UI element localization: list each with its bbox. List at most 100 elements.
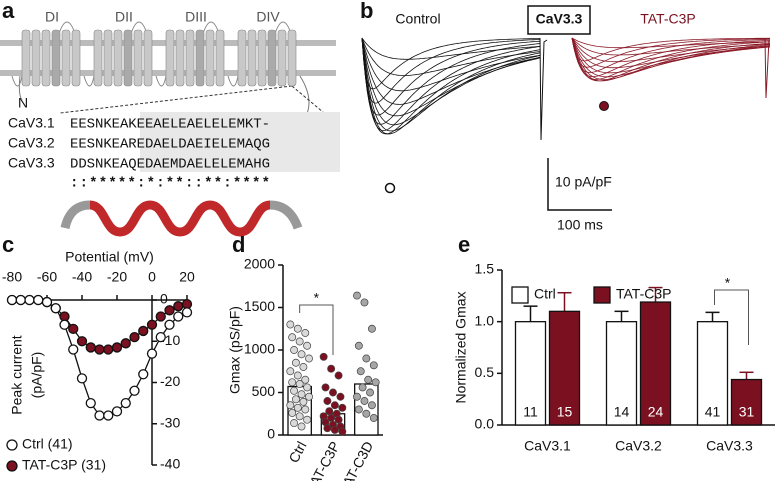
sequence-name: CaV3.3 <box>8 155 55 171</box>
data-point <box>303 415 312 424</box>
current-trace <box>571 37 771 69</box>
segment <box>195 29 205 87</box>
current-trace <box>361 37 541 135</box>
segment <box>257 29 267 87</box>
x-tick-label: -20 <box>107 269 127 285</box>
current-trace <box>361 37 541 76</box>
x-tick-label: -60 <box>37 269 57 285</box>
x-tick-label: TAT-C3P <box>303 439 343 481</box>
data-point <box>24 294 35 306</box>
helix <box>60 200 303 237</box>
y-tick-label: 2000 <box>244 256 275 272</box>
channel-label: CaV3.3 <box>536 11 583 27</box>
data-point <box>297 350 306 359</box>
segment <box>123 29 133 87</box>
bar <box>548 310 581 426</box>
segment <box>185 29 195 87</box>
data-point <box>297 422 306 431</box>
data-point <box>293 324 302 333</box>
legend-marker <box>6 460 18 472</box>
control-marker <box>384 182 396 194</box>
data-point <box>367 401 376 410</box>
current-trace <box>571 37 771 49</box>
significance-label: * <box>725 275 731 291</box>
data-point <box>291 358 300 367</box>
n-label: 41 <box>705 404 721 420</box>
y-tick-label: 0.5 <box>475 364 495 380</box>
data-point <box>173 311 184 322</box>
conserved-shade <box>140 112 340 172</box>
segment <box>277 29 287 87</box>
data-point <box>325 407 334 416</box>
data-point <box>164 319 175 330</box>
bar <box>639 301 672 426</box>
data-point <box>369 414 378 422</box>
segment <box>31 29 41 87</box>
data-point <box>303 341 312 350</box>
data-point <box>129 331 140 343</box>
data-point <box>288 378 297 387</box>
x-tick-label: -40 <box>72 269 92 285</box>
data-point <box>354 405 363 414</box>
data-point <box>103 344 114 355</box>
data-point <box>288 408 297 417</box>
tail <box>539 37 548 141</box>
current-trace <box>571 37 771 62</box>
segment <box>103 29 113 87</box>
y-tick-label: 0.0 <box>475 416 495 432</box>
data-point <box>338 427 347 436</box>
x-tick-label: CaV3.1 <box>524 438 571 454</box>
x-tick-label: Ctrl <box>285 439 309 466</box>
data-point <box>321 383 330 392</box>
data-point <box>323 397 332 405</box>
current-trace <box>361 37 541 135</box>
data-point <box>299 397 308 406</box>
significance-bracket <box>299 304 334 355</box>
data-point <box>295 380 304 388</box>
data-point <box>360 298 369 307</box>
x-tick-label: 20 <box>179 269 195 285</box>
data-point <box>293 403 302 412</box>
data-point <box>15 294 26 306</box>
data-point <box>286 401 295 410</box>
data-point <box>146 348 158 359</box>
segment <box>267 29 277 87</box>
segment <box>93 29 103 87</box>
data-point <box>301 375 310 384</box>
legend-swatch <box>511 286 529 304</box>
data-point <box>94 344 105 355</box>
data-point <box>319 352 328 361</box>
current-trace <box>571 37 771 77</box>
legend-swatch <box>593 286 611 304</box>
data-point <box>305 392 313 401</box>
segment <box>133 29 143 87</box>
legend-marker <box>6 439 18 451</box>
n-terminus: N <box>18 95 28 111</box>
current-trace <box>571 37 771 80</box>
data-point <box>295 337 304 346</box>
scale-y-label: 10 pA/pF <box>555 174 612 190</box>
conservation: ::*****:*:**::**:**** <box>70 176 270 192</box>
current-trace <box>361 37 541 126</box>
panel-letter: c <box>2 232 14 257</box>
data-point <box>301 405 310 414</box>
data-point <box>360 397 369 405</box>
n-label: 11 <box>523 404 538 420</box>
data-point <box>358 383 367 392</box>
y-tick-label: 0 <box>160 291 168 307</box>
current-trace <box>361 37 541 90</box>
y-tick-label: -40 <box>160 456 180 472</box>
y-axis-title: Gmax (pS/pF) <box>227 306 243 394</box>
data-point <box>354 341 363 350</box>
data-point <box>33 294 44 306</box>
data-point <box>59 319 70 330</box>
n-label: 24 <box>648 404 664 420</box>
data-point <box>353 392 361 401</box>
y-tick-label: -20 <box>160 373 180 389</box>
data-point <box>329 388 337 397</box>
data-point <box>303 383 312 392</box>
significance-label: * <box>314 290 320 306</box>
data-point <box>290 419 299 428</box>
segment <box>215 29 225 87</box>
data-point <box>181 307 193 318</box>
